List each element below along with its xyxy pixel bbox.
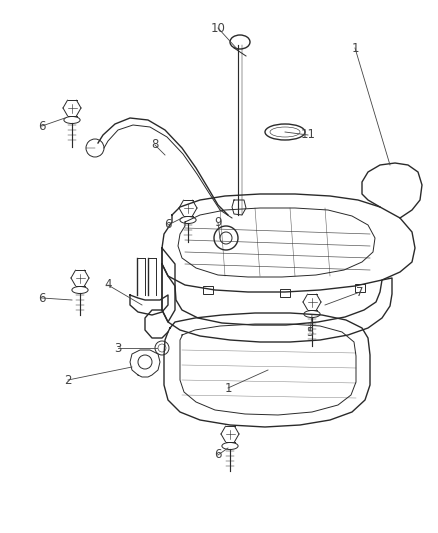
Text: 2: 2 (64, 374, 72, 386)
Text: 6: 6 (38, 119, 46, 133)
Text: 6: 6 (164, 219, 172, 231)
Text: 9: 9 (214, 216, 222, 230)
Text: 5: 5 (306, 326, 314, 338)
Bar (280, 289, 290, 297)
Text: 7: 7 (356, 286, 364, 298)
Text: 8: 8 (151, 139, 159, 151)
Text: 1: 1 (351, 42, 359, 54)
Text: 4: 4 (104, 279, 112, 292)
Bar (355, 284, 365, 292)
Text: 11: 11 (300, 128, 315, 141)
Text: 6: 6 (214, 448, 222, 462)
Text: 10: 10 (211, 21, 226, 35)
Text: 6: 6 (38, 292, 46, 304)
Text: 3: 3 (114, 342, 122, 354)
Text: 1: 1 (224, 382, 232, 394)
Bar (203, 286, 213, 294)
